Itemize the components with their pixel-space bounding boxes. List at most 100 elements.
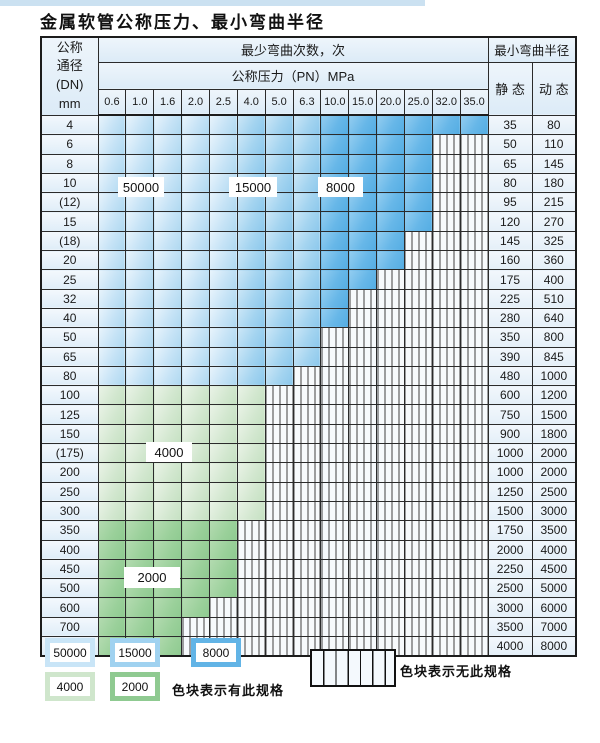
cell-dn6-pn4.0 bbox=[236, 134, 266, 155]
dn-label: 350 bbox=[40, 520, 99, 541]
cell-dn300-pn35.0 bbox=[459, 500, 489, 522]
cell-dn350-pn0.6 bbox=[97, 520, 127, 541]
cell-dn200-pn0.6 bbox=[97, 462, 127, 483]
pressure-col-25.0: 25.0 bbox=[403, 88, 433, 116]
cell-dn32-pn20.0 bbox=[376, 288, 405, 309]
cell-dn700-pn10.0 bbox=[320, 616, 350, 638]
table-row-dn-32: 32 225 510 bbox=[40, 288, 577, 309]
cell-dn12-pn20.0 bbox=[376, 192, 405, 213]
static-radius-value: 175 bbox=[487, 269, 533, 290]
cell-dn600-pn35.0 bbox=[459, 597, 489, 618]
cell-dn450-pn15.0 bbox=[348, 558, 378, 580]
cell-dn175-pn6.3 bbox=[292, 443, 322, 464]
cell-dn600-pn20.0 bbox=[376, 597, 405, 618]
cell-dn700-pn32.0 bbox=[431, 616, 461, 638]
cell-dn50-pn0.6 bbox=[97, 327, 127, 348]
cell-dn4-pn5.0 bbox=[264, 114, 294, 136]
cell-dn65-pn1.6 bbox=[153, 346, 183, 367]
cell-dn65-pn32.0 bbox=[431, 346, 461, 367]
cell-dn50-pn25.0 bbox=[403, 327, 433, 348]
cell-dn80-pn2.0 bbox=[181, 365, 210, 387]
static-radius-value: 80 bbox=[487, 172, 533, 194]
cell-dn300-pn2.0 bbox=[181, 500, 210, 522]
cell-dn50-pn1.0 bbox=[125, 327, 155, 348]
dynamic-radius-value: 2000 bbox=[531, 443, 577, 464]
cell-dn500-pn4.0 bbox=[236, 578, 266, 599]
cell-dn350-pn4.0 bbox=[236, 520, 266, 541]
cell-dn32-pn2.5 bbox=[208, 288, 238, 309]
cell-dn40-pn1.0 bbox=[125, 307, 155, 329]
dn-label: 600 bbox=[40, 597, 99, 618]
cell-dn6-pn32.0 bbox=[431, 134, 461, 155]
cell-dn25-pn4.0 bbox=[236, 269, 266, 290]
cell-dn25-pn32.0 bbox=[431, 269, 461, 290]
cell-dn32-pn10.0 bbox=[320, 288, 350, 309]
static-radius-value: 3500 bbox=[487, 616, 533, 638]
dynamic-radius-value: 400 bbox=[531, 269, 577, 290]
dn-label: 8 bbox=[40, 153, 99, 174]
cell-dn200-pn25.0 bbox=[403, 462, 433, 483]
cell-dn300-pn1.6 bbox=[153, 500, 183, 522]
cell-dn4-pn6.3 bbox=[292, 114, 322, 136]
static-radius-value: 120 bbox=[487, 211, 533, 232]
cell-dn150-pn25.0 bbox=[403, 423, 433, 445]
cell-dn6-pn2.5 bbox=[208, 134, 238, 155]
cell-dn65-pn2.0 bbox=[181, 346, 210, 367]
static-radius-value: 900 bbox=[487, 423, 533, 445]
cell-dn150-pn10.0 bbox=[320, 423, 350, 445]
table-row-dn-40: 40 280 640 bbox=[40, 307, 577, 329]
cell-dn600-pn1.0 bbox=[125, 597, 155, 618]
table-row-dn-6: 6 50 110 bbox=[40, 134, 577, 155]
cell-dn18-pn5.0 bbox=[264, 230, 294, 252]
cell-dn100-pn25.0 bbox=[403, 385, 433, 406]
cell-dn600-pn10.0 bbox=[320, 597, 350, 618]
cell-dn20-pn0.6 bbox=[97, 250, 127, 271]
cell-dn32-pn32.0 bbox=[431, 288, 461, 309]
cell-dn18-pn2.5 bbox=[208, 230, 238, 252]
cell-dn200-pn2.0 bbox=[181, 462, 210, 483]
cell-dn65-pn20.0 bbox=[376, 346, 405, 367]
cell-dn25-pn10.0 bbox=[320, 269, 350, 290]
cell-dn125-pn4.0 bbox=[236, 404, 266, 425]
dynamic-radius-value: 1500 bbox=[531, 404, 577, 425]
cell-dn400-pn2.5 bbox=[208, 539, 238, 560]
static-radius-value: 1250 bbox=[487, 481, 533, 502]
static-radius-value: 1000 bbox=[487, 462, 533, 483]
cell-dn800-pn25.0 bbox=[403, 636, 433, 657]
cell-dn500-pn6.3 bbox=[292, 578, 322, 599]
legend-swatch-8000-label: 8000 bbox=[196, 643, 236, 662]
legend-no-spec-swatch bbox=[310, 649, 396, 687]
cell-dn700-pn20.0 bbox=[376, 616, 405, 638]
cell-dn18-pn25.0 bbox=[403, 230, 433, 252]
cell-dn175-pn20.0 bbox=[376, 443, 405, 464]
cell-dn300-pn0.6 bbox=[97, 500, 127, 522]
static-radius-value: 3000 bbox=[487, 597, 533, 618]
dynamic-radius-value: 800 bbox=[531, 327, 577, 348]
cell-dn80-pn1.0 bbox=[125, 365, 155, 387]
cell-dn18-pn1.6 bbox=[153, 230, 183, 252]
dynamic-radius-value: 845 bbox=[531, 346, 577, 367]
dn-label: 450 bbox=[40, 558, 99, 580]
cell-dn80-pn1.6 bbox=[153, 365, 183, 387]
cell-dn800-pn32.0 bbox=[431, 636, 461, 657]
cell-dn350-pn1.0 bbox=[125, 520, 155, 541]
cell-dn600-pn4.0 bbox=[236, 597, 266, 618]
table-row-dn-175: (175) 1000 2000 bbox=[40, 443, 577, 464]
cell-dn350-pn2.5 bbox=[208, 520, 238, 541]
cell-dn6-pn2.0 bbox=[181, 134, 210, 155]
cell-dn15-pn1.0 bbox=[125, 211, 155, 232]
cell-dn6-pn1.0 bbox=[125, 134, 155, 155]
cell-dn350-pn20.0 bbox=[376, 520, 405, 541]
cell-dn40-pn5.0 bbox=[264, 307, 294, 329]
cell-dn40-pn35.0 bbox=[459, 307, 489, 329]
dn-label: (18) bbox=[40, 230, 99, 252]
cell-dn250-pn6.3 bbox=[292, 481, 322, 502]
cell-dn4-pn35.0 bbox=[459, 114, 489, 136]
cell-dn200-pn32.0 bbox=[431, 462, 461, 483]
cell-dn200-pn1.6 bbox=[153, 462, 183, 483]
static-radius-value: 145 bbox=[487, 230, 533, 252]
dn-label: 4 bbox=[40, 114, 99, 136]
cell-dn8-pn0.6 bbox=[97, 153, 127, 174]
cell-dn40-pn20.0 bbox=[376, 307, 405, 329]
cell-dn100-pn2.5 bbox=[208, 385, 238, 406]
